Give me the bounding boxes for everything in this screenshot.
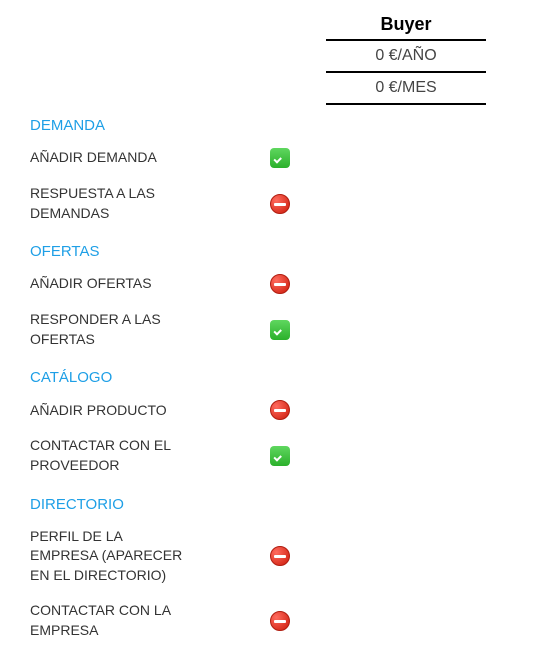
feature-row: AÑADIR OFERTAS — [30, 266, 506, 302]
feature-label: CONTACTAR CON EL PROVEEDOR — [30, 436, 200, 475]
feature-row: AÑADIR PRODUCTO — [30, 392, 506, 428]
feature-value — [200, 546, 360, 566]
feature-value — [200, 148, 360, 168]
check-icon — [270, 320, 290, 340]
feature-value — [200, 446, 360, 466]
feature-label: AÑADIR OFERTAS — [30, 274, 200, 294]
feature-label: RESPUESTA A LAS DEMANDAS — [30, 184, 200, 223]
plan-price-month: 0 €/MES — [326, 73, 486, 105]
no-entry-icon — [270, 611, 290, 631]
section-title: DEMANDA — [30, 105, 506, 140]
plan-price-year: 0 €/AÑO — [326, 41, 486, 73]
plan-price-month-row: 0 €/MES — [30, 73, 506, 105]
feature-row: CONTACTAR CON EL PROVEEDOR — [30, 428, 506, 483]
no-entry-icon — [270, 274, 290, 294]
feature-label: CONTACTAR CON LA EMPRESA — [30, 601, 200, 640]
feature-label: AÑADIR DEMANDA — [30, 148, 200, 168]
no-entry-icon — [270, 194, 290, 214]
feature-label: AÑADIR PRODUCTO — [30, 401, 200, 421]
section-title: CATÁLOGO — [30, 357, 506, 392]
plan-price-year-row: 0 €/AÑO — [30, 41, 506, 73]
feature-value — [200, 194, 360, 214]
feature-value — [200, 611, 360, 631]
feature-row: RESPUESTA A LAS DEMANDAS — [30, 176, 506, 231]
feature-value — [200, 274, 360, 294]
feature-row: AÑADIR DEMANDA — [30, 140, 506, 176]
feature-row: PERFIL DE LA EMPRESA (APARECER EN EL DIR… — [30, 519, 506, 594]
feature-row: CONTACTAR CON LA EMPRESA — [30, 593, 506, 648]
feature-sections: DEMANDA AÑADIR DEMANDA RESPUESTA A LAS DEM… — [30, 105, 506, 649]
feature-label: PERFIL DE LA EMPRESA (APARECER EN EL DIR… — [30, 527, 200, 586]
check-icon — [270, 446, 290, 466]
feature-value — [200, 320, 360, 340]
check-icon — [270, 148, 290, 168]
section-title: DIRECTORIO — [30, 484, 506, 519]
feature-row: RESPONDER A LAS OFERTAS — [30, 302, 506, 357]
section-title: OFERTAS — [30, 231, 506, 266]
plan-header-row: Buyer — [30, 10, 506, 41]
feature-label: RESPONDER A LAS OFERTAS — [30, 310, 200, 349]
no-entry-icon — [270, 400, 290, 420]
feature-value — [200, 400, 360, 420]
plan-name: Buyer — [326, 10, 486, 41]
no-entry-icon — [270, 546, 290, 566]
